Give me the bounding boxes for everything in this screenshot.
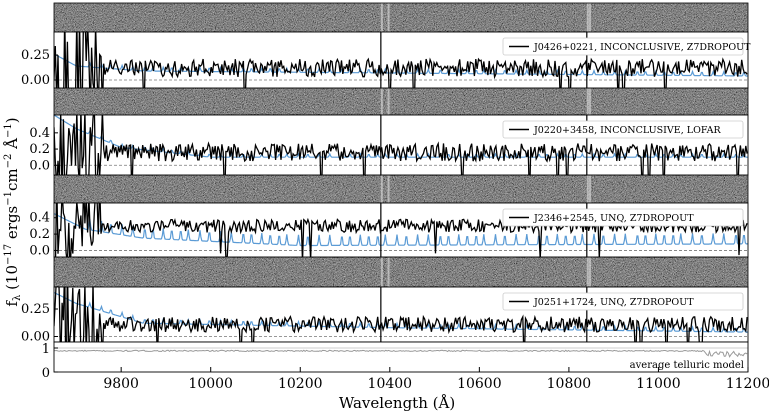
x-tick-label: 10200 (278, 376, 323, 392)
sky-residual (380, 257, 383, 287)
sky-residual (589, 257, 592, 287)
legend-label: J0251+1724, UNQ, Z7DROPOUT (533, 297, 694, 308)
telluric-bg (54, 342, 748, 372)
y-axis-label: fλ (10−17 ergs−1cm−2 Å−1) (3, 117, 23, 306)
panel-frame (53, 114, 749, 176)
y-tick-label: 0.4 (29, 126, 50, 141)
observed-spectrum (54, 115, 748, 175)
y-tick-label: 0 (42, 366, 50, 381)
legend-box (502, 208, 744, 227)
sky-residual (586, 88, 589, 115)
sky-residual (589, 3, 592, 32)
telluric-curve (53, 349, 748, 358)
model-spectrum (54, 213, 748, 247)
x-tick-label: 9800 (103, 376, 139, 392)
y-tick-label: 0.00 (21, 330, 50, 345)
spectrum-2d-strip (54, 88, 748, 115)
x-tick-label: 11200 (726, 376, 769, 392)
panel-content (54, 32, 748, 88)
sky-residual (586, 3, 589, 32)
sky-residual (589, 88, 592, 115)
spectrum-2d-strip (54, 175, 748, 203)
sky-residual (586, 257, 589, 287)
panel-frame (53, 31, 749, 89)
observed-spectrum (54, 287, 748, 342)
y-tick-label: 0.2 (29, 227, 50, 242)
sky-residual (387, 88, 390, 115)
legend-box (502, 292, 744, 311)
legend-label: J0426+0221, INCONCLUSIVE, Z7DROPOUT (533, 42, 751, 53)
legend-label: J0220+3458, INCONCLUSIVE, LOFAR (533, 125, 721, 136)
sky-residual (380, 175, 383, 203)
model-spectrum (54, 291, 748, 333)
sky-residual (586, 175, 589, 203)
y-tick-label: 1 (42, 342, 50, 357)
y-tick-label: 0.25 (21, 302, 50, 317)
y-tick-label: 0.25 (21, 48, 50, 63)
spectrum-panel: 0.00.20.4 J2346+2545, UNQ, Z7DROPOUT (29, 202, 749, 258)
y-tick-label: 0.0 (29, 158, 50, 173)
y-tick-label: 0.00 (21, 73, 50, 88)
spectrum-panel: 0.00.20.4 J0220+3458, INCONCLUSIVE, LOFAR (29, 114, 749, 176)
sky-residual (380, 3, 383, 32)
observed-spectrum (54, 32, 748, 88)
telluric-frame (53, 341, 749, 373)
sky-residual (387, 257, 390, 287)
y-tick-label: 0.4 (29, 211, 50, 226)
sky-residual (589, 175, 592, 203)
spectrum-panel: 0.00 0.25 J0426+0221, INCONCLUSIVE, Z7DROP… (21, 31, 751, 89)
panel-frame (53, 202, 749, 258)
legend-box (502, 37, 744, 56)
x-tick-label: 10400 (368, 376, 413, 392)
x-tick-label: 10800 (547, 376, 592, 392)
spectrum-panel: 0.00 0.25 J0251+1724, UNQ, Z7DROPOUT (21, 286, 749, 345)
panel-content (54, 287, 748, 342)
telluric-label: average telluric model (630, 360, 744, 371)
y-tick-label: 0.2 (29, 142, 50, 157)
x-tick-label: 10600 (457, 376, 502, 392)
x-tick-label: 11000 (636, 376, 681, 392)
sky-residual (387, 175, 390, 203)
legend-label: J2346+2545, UNQ, Z7DROPOUT (533, 213, 694, 224)
y-tick-label: 0.0 (29, 243, 50, 258)
x-tick-label: 10000 (188, 376, 233, 392)
spectrum-2d-strip (54, 3, 748, 32)
x-axis-label: Wavelength (Å) (339, 394, 455, 412)
sky-residual (380, 88, 383, 115)
spectrum-2d-strip (54, 257, 748, 287)
telluric-panel: 0 1 average telluric model 9800 10000 10200 10… (42, 341, 769, 392)
sky-residual (387, 3, 390, 32)
legend-box (502, 120, 744, 139)
